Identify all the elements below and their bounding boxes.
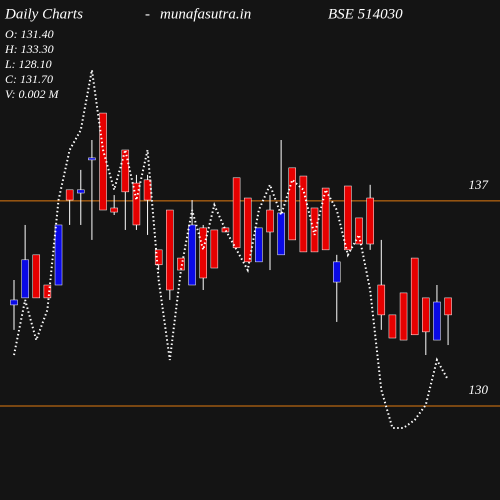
ohlc-info: C: 131.70 (5, 72, 53, 86)
candle-body (21, 259, 29, 299)
candle-body (110, 207, 118, 213)
candle-body (188, 224, 196, 286)
candle-body (388, 314, 397, 339)
candle-body (344, 185, 352, 251)
candle-body (433, 301, 441, 341)
candle-body (321, 187, 330, 251)
candle-body (310, 207, 319, 253)
candle-body (65, 189, 74, 201)
candle-body (266, 209, 274, 233)
candle-body (333, 261, 341, 283)
y-tick-label: 130 (469, 382, 489, 397)
candle-body (88, 157, 96, 161)
candle-body (299, 175, 308, 253)
ohlc-info: L: 128.10 (4, 57, 52, 71)
ohlc-info: O: 131.40 (5, 27, 54, 41)
moving-average-line (13, 69, 449, 429)
candle-body (422, 297, 430, 333)
candle-body (43, 284, 52, 299)
y-tick-label: 137 (469, 177, 489, 192)
candle-body (288, 167, 296, 241)
candle-body (377, 284, 386, 316)
candle-body (121, 149, 130, 193)
candle-body (10, 299, 18, 306)
ohlc-info: H: 133.30 (4, 42, 54, 56)
candle-body (166, 209, 174, 291)
candle-body (255, 227, 263, 263)
candle-body (199, 227, 207, 279)
ohlc-info: V: 0.002 M (5, 87, 60, 101)
candle-body (366, 197, 374, 245)
candle-body (210, 229, 219, 269)
candle-body (132, 182, 141, 226)
candle-body (154, 249, 163, 266)
candle-body (77, 189, 85, 194)
candle-body (243, 197, 252, 263)
candle-body (221, 227, 230, 233)
candle-body (410, 257, 419, 336)
chart-title: Daily Charts (4, 6, 83, 22)
candle-body (32, 254, 41, 299)
candle-body (232, 177, 241, 249)
symbol: BSE 514030 (328, 6, 403, 22)
candle-body (143, 179, 152, 201)
candle-body (54, 224, 63, 286)
site-name: munafasutra.in (160, 6, 251, 22)
candle-body (277, 212, 285, 256)
separator: - (145, 6, 150, 22)
candle-body (444, 297, 452, 316)
candle-body (355, 217, 363, 245)
candle-body (399, 292, 408, 341)
candle-body (177, 257, 185, 271)
